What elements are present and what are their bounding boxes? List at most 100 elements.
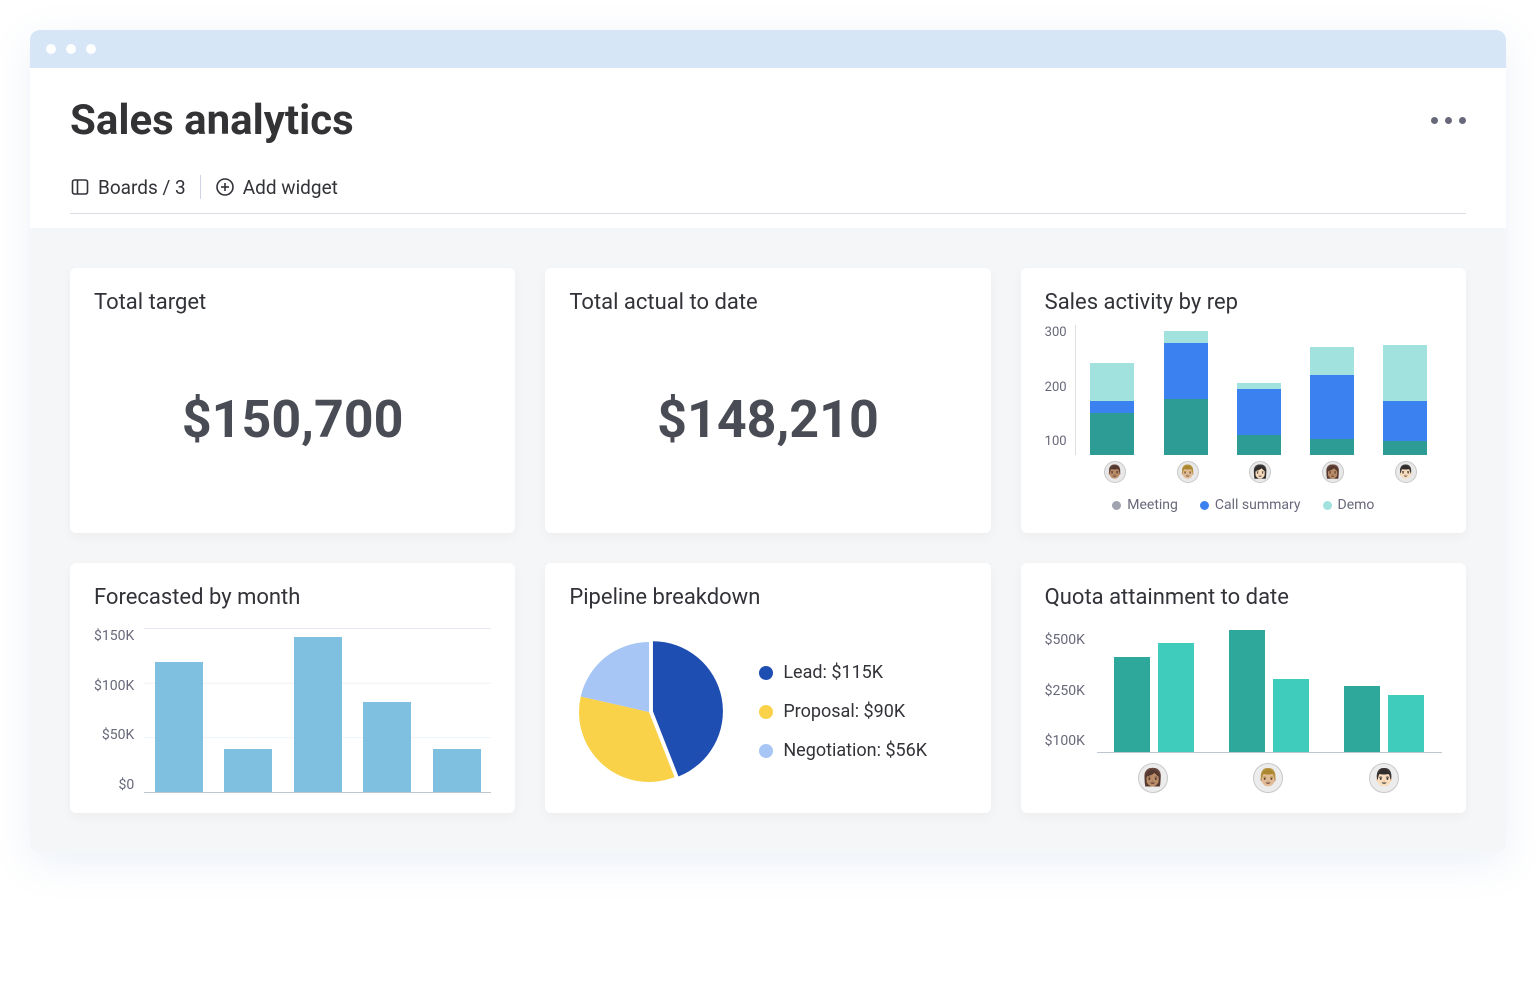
legend-label: Demo — [1338, 497, 1375, 513]
axis-tick: 200 — [1045, 380, 1067, 395]
forecast-bar — [155, 662, 203, 792]
chart-y-axis: $500K$250K$100K — [1045, 628, 1085, 753]
card-total-target[interactable]: Total target $150,700 — [70, 268, 515, 533]
rep-avatar[interactable]: 👨🏻 — [1395, 461, 1417, 483]
forecast-bar — [224, 749, 272, 792]
axis-tick: $250K — [1045, 683, 1085, 699]
axis-tick: $100K — [94, 678, 134, 694]
card-forecasted[interactable]: Forecasted by month $150K $100K $50K $0 — [70, 563, 515, 813]
board-icon — [70, 177, 90, 197]
card-title: Sales activity by rep — [1045, 290, 1442, 315]
legend-label: Lead: $115K — [783, 662, 883, 683]
total-actual-value: $148,210 — [569, 325, 966, 513]
forecast-bar — [433, 749, 481, 792]
pipeline-chart: Lead: $115K Proposal: $90K Negotiation: $5… — [569, 620, 966, 793]
chart-bars — [144, 628, 491, 793]
bar-segment — [1237, 389, 1281, 435]
pie-chart — [569, 632, 729, 792]
chart-avatars: 👨🏽 👨🏼 👩🏻 👩🏽 👨🏻 — [1045, 461, 1442, 483]
legend-item: Lead: $115K — [759, 662, 927, 683]
legend-dot-icon — [1200, 501, 1209, 510]
card-total-actual[interactable]: Total actual to date $148,210 — [545, 268, 990, 533]
axis-tick: $100K — [1045, 733, 1085, 749]
card-title: Total target — [94, 290, 491, 315]
bar-group — [1344, 686, 1424, 752]
sales-activity-chart: 300 200 100 — [1045, 325, 1442, 455]
chart-avatars: 👩🏽 👨🏼 👨🏻 — [1045, 763, 1442, 793]
chart-y-axis: 300 200 100 — [1045, 325, 1067, 455]
quota-chart: $500K$250K$100K — [1045, 628, 1442, 753]
card-title: Total actual to date — [569, 290, 966, 315]
quota-bar — [1344, 686, 1380, 752]
bar-segment — [1310, 439, 1354, 455]
legend-label: Proposal: $90K — [783, 701, 905, 722]
bar-segment — [1090, 363, 1134, 401]
app-window: Sales analytics Boards / 3 Add w — [30, 30, 1506, 853]
bar-segment — [1090, 413, 1134, 455]
legend-item: Negotiation: $56K — [759, 740, 927, 761]
bar-group — [1114, 643, 1194, 752]
chart-legend: Lead: $115K Proposal: $90K Negotiation: $5… — [759, 662, 927, 761]
bar-segment — [1164, 331, 1208, 343]
toolbar: Boards / 3 Add widget — [70, 175, 1466, 214]
bar-segment — [1383, 345, 1427, 401]
bar-segment — [1164, 343, 1208, 399]
bar-segment — [1383, 441, 1427, 455]
forecasted-chart: $150K $100K $50K $0 — [94, 628, 491, 793]
legend-dot-icon — [759, 744, 773, 758]
legend-label: Meeting — [1127, 497, 1178, 513]
bar-segment — [1310, 375, 1354, 439]
rep-avatar[interactable]: 👩🏽 — [1138, 763, 1168, 793]
toolbar-divider — [200, 175, 201, 199]
window-dot — [66, 44, 76, 54]
axis-tick: 300 — [1045, 325, 1067, 340]
window-dot — [46, 44, 56, 54]
stacked-bar — [1090, 363, 1134, 455]
axis-tick: $50K — [94, 727, 134, 743]
card-quota[interactable]: Quota attainment to date $500K$250K$100K… — [1021, 563, 1466, 813]
bar-segment — [1090, 401, 1134, 413]
window-dot — [86, 44, 96, 54]
rep-avatar[interactable]: 👨🏻 — [1369, 763, 1399, 793]
card-sales-activity[interactable]: Sales activity by rep 300 200 100 👨🏽 👨🏼 👩🏻 👩🏽… — [1021, 268, 1466, 533]
card-title: Pipeline breakdown — [569, 585, 966, 610]
legend-dot-icon — [759, 705, 773, 719]
legend-label: Call summary — [1215, 497, 1301, 513]
rep-avatar[interactable]: 👨🏼 — [1253, 763, 1283, 793]
forecast-bar — [294, 637, 342, 792]
axis-tick: 100 — [1045, 434, 1067, 449]
rep-avatar[interactable]: 👨🏽 — [1104, 461, 1126, 483]
bar-segment — [1310, 347, 1354, 375]
rep-avatar[interactable]: 👩🏻 — [1249, 461, 1271, 483]
chart-bars — [1097, 628, 1442, 753]
legend-item: Call summary — [1200, 497, 1301, 513]
legend-dot-icon — [1112, 501, 1121, 510]
boards-label: Boards / 3 — [98, 176, 186, 199]
quota-bar — [1273, 679, 1309, 752]
chart-bars — [1075, 325, 1442, 455]
quota-bar — [1229, 630, 1265, 752]
legend-item: Demo — [1323, 497, 1375, 513]
total-target-value: $150,700 — [94, 325, 491, 513]
boards-selector[interactable]: Boards / 3 — [70, 176, 186, 199]
axis-tick: $150K — [94, 628, 134, 644]
rep-avatar[interactable]: 👨🏼 — [1177, 461, 1199, 483]
quota-bar — [1388, 695, 1424, 752]
chart-legend: Meeting Call summary Demo — [1045, 497, 1442, 513]
rep-avatar[interactable]: 👩🏽 — [1322, 461, 1344, 483]
page-title: Sales analytics — [70, 96, 354, 145]
bar-group — [1229, 630, 1309, 752]
card-title: Forecasted by month — [94, 585, 491, 610]
more-options-button[interactable] — [1431, 117, 1466, 124]
axis-tick: $0 — [94, 777, 134, 793]
card-title: Quota attainment to date — [1045, 585, 1442, 610]
forecast-bar — [363, 702, 411, 792]
add-widget-button[interactable]: Add widget — [215, 176, 338, 199]
stacked-bar — [1237, 383, 1281, 455]
card-pipeline[interactable]: Pipeline breakdown Lead: $115K Proposal: … — [545, 563, 990, 813]
add-widget-label: Add widget — [243, 176, 338, 199]
bar-segment — [1237, 435, 1281, 455]
header: Sales analytics Boards / 3 Add w — [30, 68, 1506, 228]
chart-y-axis: $150K $100K $50K $0 — [94, 628, 134, 793]
legend-item: Meeting — [1112, 497, 1178, 513]
